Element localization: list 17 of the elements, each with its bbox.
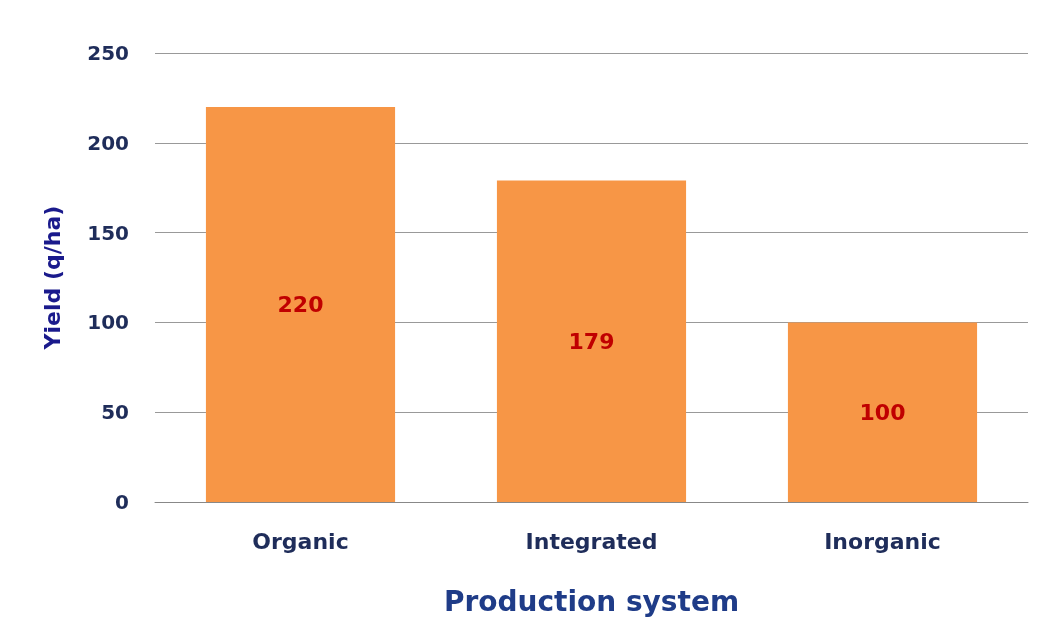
- data-label: 179: [568, 328, 615, 354]
- y-tick-label: 250: [87, 41, 129, 65]
- y-tick-label: 50: [101, 400, 129, 425]
- x-axis-title: Production system: [443, 584, 740, 618]
- data-label: 220: [277, 291, 324, 317]
- y-axis-title: Yield (q/ha): [39, 205, 65, 351]
- y-tick-label: 150: [87, 220, 129, 245]
- y-tick-label: 200: [87, 130, 129, 155]
- x-tick-label: Organic: [252, 528, 349, 554]
- y-tick-label: 0: [115, 490, 129, 514]
- bar: [205, 106, 396, 502]
- bar: [787, 322, 978, 502]
- x-tick-label: Inorganic: [824, 528, 941, 554]
- x-tick-label: Integrated: [525, 528, 658, 554]
- bar: [496, 180, 687, 502]
- data-label: 100: [859, 399, 906, 425]
- y-tick-label: 100: [87, 310, 129, 335]
